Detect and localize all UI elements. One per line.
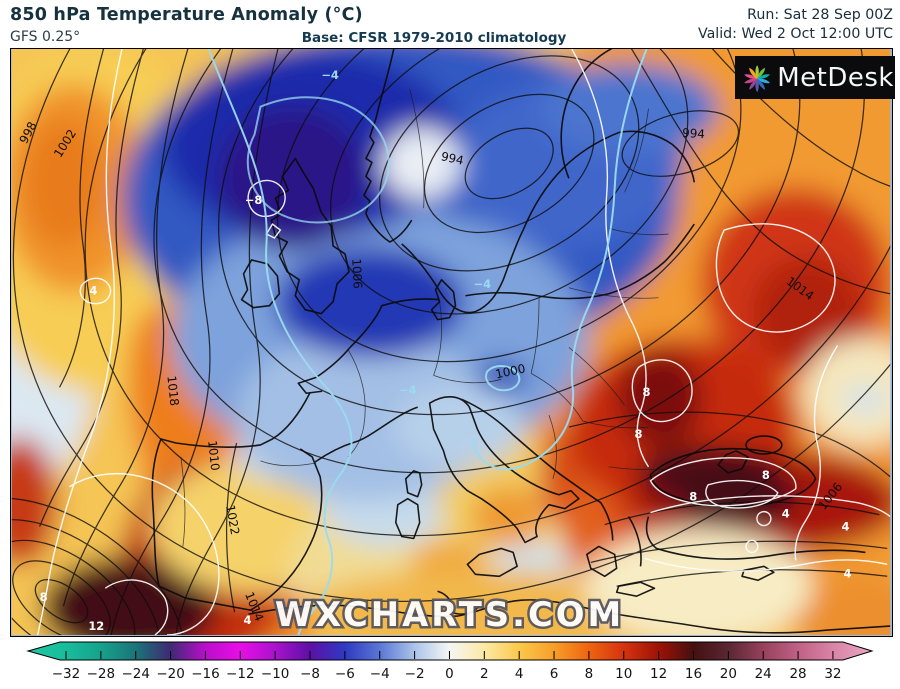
colorbar-tick-label: −2 [405,666,425,682]
colorbar-tick-label: 4 [515,666,524,682]
isobar-label: 1018 [164,375,181,407]
isobar-label: 1006 [349,258,365,289]
metdesk-logo: MetDesk [736,57,894,98]
colorbar-tick-label: −4 [370,666,390,682]
colorbar-tick-label: −6 [335,666,355,682]
colorbar-tick-label: −16 [191,666,220,682]
model-label: GFS 0.25° [10,29,81,45]
anomaly-label: 12 [88,619,104,633]
isobar-lines [11,49,891,635]
colorbar-tick-label: 0 [445,666,454,682]
anomaly-label: 8 [643,385,651,399]
anomaly-label: 4 [843,566,851,580]
isobar-label: 1010 [205,440,222,472]
isobar-label: 994 [682,126,706,142]
colorbar-tick-label: −10 [261,666,290,682]
pinwheel-petal [744,77,758,83]
watermark: WXCHARTS.COM [275,595,624,634]
colorbar-tick-label: 10 [615,666,632,682]
colorbar-tick-label: 24 [755,666,772,682]
pinwheel-petal [756,77,766,90]
metdesk-logo-text: MetDesk [777,62,894,93]
weather-map: 998 1002100610181010102210149949941014100… [11,49,891,635]
anomaly-label: 8 [689,490,697,504]
anomaly-label: −8 [245,193,263,207]
colorbar-tick-label: 8 [585,666,594,682]
pinwheel-petal [756,73,771,79]
valid-time-label: Valid: Wed 2 Oct 12:00 UTC [697,26,893,42]
map-frame: 998 1002 1006 1018 1010 1022 1014 994 994 1014 100… [10,48,894,637]
pinwheel-petal [756,67,766,79]
temperature-colorbar: −32 −28 −24 −20 −16 −12 −10 −8 −6 −4 −2 0 2 4 6 8 10 12 16… [26,641,874,682]
anomaly-label: −4 [474,277,492,291]
colorbar-tick-label: 2 [480,666,489,682]
pinwheel-petal [749,77,758,90]
isobar-label: 994 [440,149,465,167]
anomaly-label: 4 [841,520,849,534]
colorbar-bar [26,641,874,661]
colorbar-tick-label: −8 [300,666,320,682]
anomaly-label: −4 [399,383,417,397]
pinwheel-petal [749,67,758,79]
run-time-label: Run: Sat 28 Sep 00Z [747,7,893,23]
page-title: 850 hPa Temperature Anomaly (°C) [10,5,363,25]
climatology-base-label: Base: CFSR 1979-2010 climatology [301,30,567,46]
isobar-label: 1022 [223,504,242,536]
colorbar-tick-label: 12 [650,666,667,682]
colorbar-tick-label: 20 [720,666,737,682]
anomaly-color-field [11,49,891,635]
anomaly-label: 8 [635,427,643,441]
colorbar-tick-label: 16 [685,666,702,682]
anomaly-label: 8 [40,590,48,604]
colorbar-tick-label: −32 [52,666,81,682]
anomaly-label: 8 [762,468,770,482]
colorbar-tick-label: −24 [121,666,150,682]
anomaly-label: 4 [782,507,790,521]
colorbar-tick-label: 28 [789,666,806,682]
colorbar-tick-label: 6 [550,666,559,682]
anomaly-contours-cyan [207,49,648,635]
colorbar-tick-label: −20 [156,666,185,682]
colorbar-tick-label: 32 [824,666,841,682]
pinwheel-petal [744,73,758,79]
isobar-label: 1000 [494,361,527,381]
anomaly-label: 4 [244,613,252,627]
anomaly-label: 4 [89,284,97,298]
coastlines [151,49,891,634]
anomaly-contours-white [36,49,891,635]
colorbar-tick-label: −28 [87,666,116,682]
pinwheel-petal [756,77,771,83]
colorbar-tick-label: −12 [226,666,255,682]
metdesk-pinwheel-icon [744,64,771,92]
anomaly-label: −4 [321,68,339,82]
